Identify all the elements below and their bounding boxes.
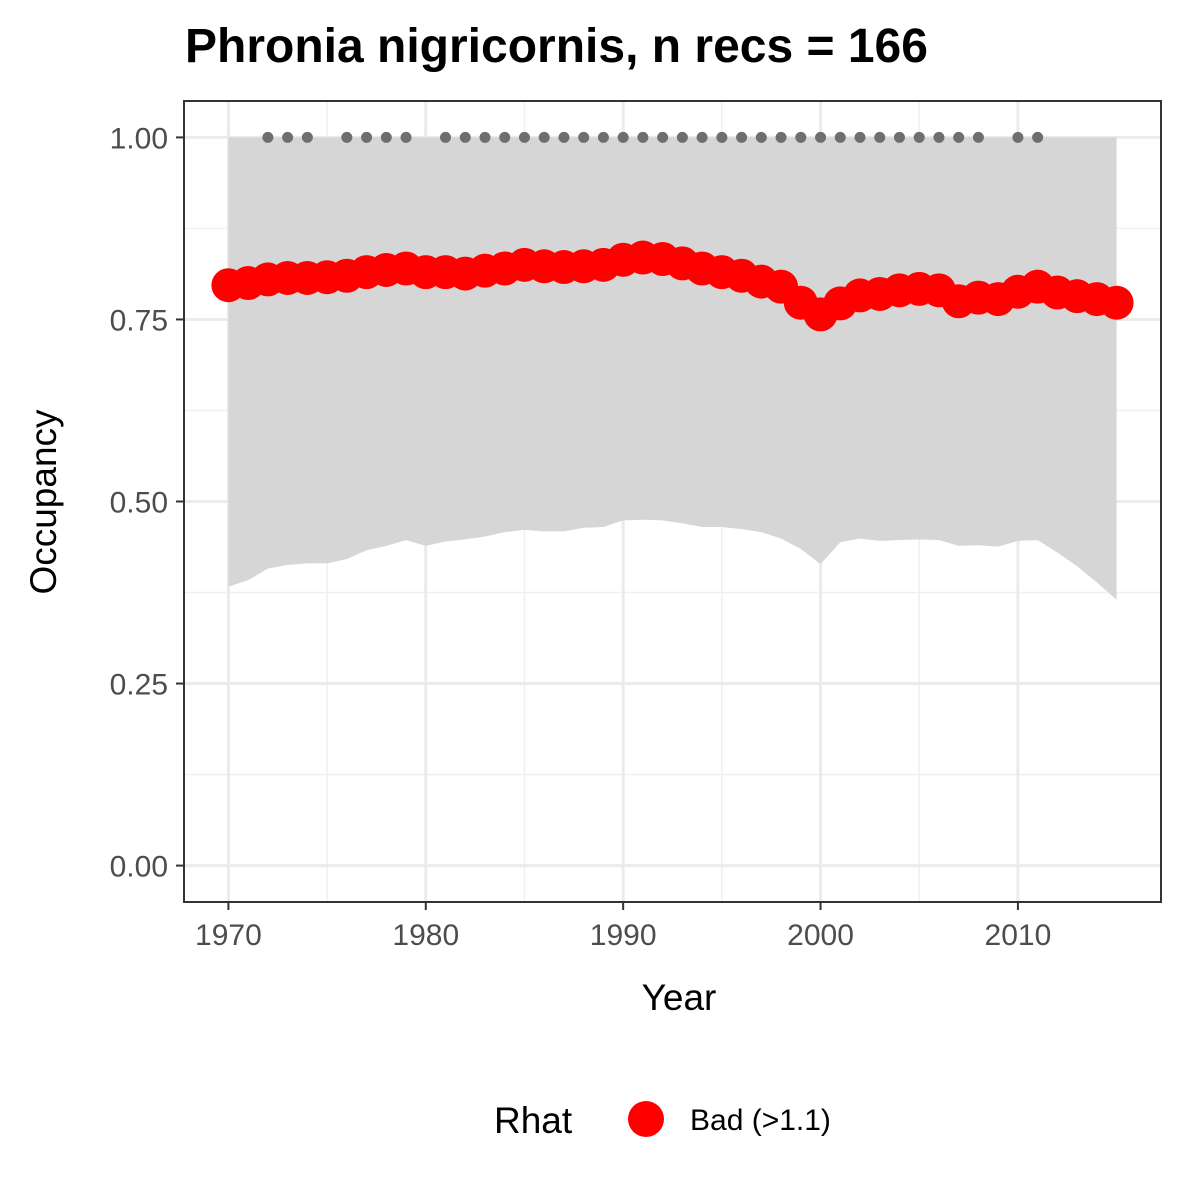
record-point	[1032, 131, 1044, 143]
record-point	[282, 131, 294, 143]
record-point	[637, 131, 649, 143]
legend-label-bad: Bad (>1.1)	[690, 1104, 831, 1137]
record-point	[400, 131, 412, 143]
record-point	[499, 131, 511, 143]
x-tick-label: 1980	[392, 919, 459, 952]
record-point	[755, 131, 767, 143]
record-point	[518, 131, 530, 143]
y-tick-label: 0.50	[110, 487, 168, 520]
record-point	[597, 131, 609, 143]
x-axis-ticks: 1970 1980 1990 2000 2010	[195, 902, 1051, 952]
y-axis-ticks: 0.00 0.25 0.50 0.75 1.00	[110, 122, 184, 884]
record-markers	[262, 131, 1044, 143]
record-point	[301, 131, 313, 143]
credible-interval-ribbon	[228, 137, 1117, 600]
y-tick-label: 0.00	[110, 851, 168, 884]
record-point	[538, 131, 550, 143]
record-point	[736, 131, 748, 143]
chart-title: Phronia nigricornis, n recs = 166	[185, 20, 928, 73]
record-point	[874, 131, 886, 143]
record-point	[933, 131, 945, 143]
occupancy-points	[211, 240, 1134, 332]
x-tick-label: 1990	[590, 919, 657, 952]
x-tick-label: 2000	[787, 919, 854, 952]
record-point	[953, 131, 965, 143]
x-axis-label: Year	[642, 977, 717, 1018]
record-point	[795, 131, 807, 143]
legend: Rhat Bad (>1.1)	[494, 1100, 831, 1141]
x-tick-label: 1970	[195, 919, 262, 952]
record-point	[341, 131, 353, 143]
record-point	[696, 131, 708, 143]
record-point	[262, 131, 274, 143]
legend-title: Rhat	[494, 1100, 573, 1141]
y-axis-label: Occupancy	[23, 409, 64, 595]
record-point	[913, 131, 925, 143]
record-point	[361, 131, 373, 143]
record-point	[479, 131, 491, 143]
record-point	[578, 131, 590, 143]
y-tick-label: 1.00	[110, 122, 168, 155]
record-point	[459, 131, 471, 143]
y-tick-label: 0.75	[110, 304, 168, 337]
record-point	[657, 131, 669, 143]
record-point	[893, 131, 905, 143]
record-point	[854, 131, 866, 143]
record-point	[676, 131, 688, 143]
data-point	[1099, 285, 1134, 320]
x-tick-label: 2010	[985, 919, 1052, 952]
record-point	[972, 131, 984, 143]
y-tick-label: 0.25	[110, 669, 168, 702]
record-point	[716, 131, 728, 143]
record-point	[834, 131, 846, 143]
record-point	[617, 131, 629, 143]
record-point	[815, 131, 827, 143]
record-point	[440, 131, 452, 143]
record-point	[558, 131, 570, 143]
record-point	[775, 131, 787, 143]
record-point	[1012, 131, 1024, 143]
record-point	[380, 131, 392, 143]
legend-key-bad	[628, 1101, 664, 1137]
